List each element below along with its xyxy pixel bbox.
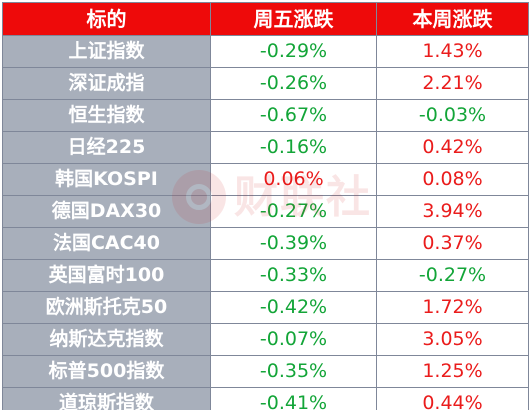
week-change: -0.03% (376, 99, 529, 132)
week-change: 1.43% (376, 35, 529, 68)
index-name: 日经225 (2, 131, 211, 164)
table-row: 恒生指数 -0.67% -0.03% (2, 99, 529, 132)
friday-change: -0.29% (210, 35, 377, 68)
header-ticker: 标的 (2, 2, 211, 36)
table-row: 英国富时100 -0.33% -0.27% (2, 259, 529, 292)
index-name: 德国DAX30 (2, 195, 211, 228)
friday-change: -0.67% (210, 99, 377, 132)
friday-change: -0.27% (210, 195, 377, 228)
friday-change: -0.41% (210, 387, 377, 410)
friday-change: -0.42% (210, 291, 377, 324)
table-row: 韩国KOSPI 0.06% 0.08% (2, 163, 529, 196)
table-body: 上证指数 -0.29% 1.43% 深证成指 -0.26% 2.21% 恒生指数… (2, 35, 529, 410)
index-name: 道琼斯指数 (2, 387, 211, 410)
week-change: 1.72% (376, 291, 529, 324)
table-row: 法国CAC40 -0.39% 0.37% (2, 227, 529, 260)
table-row: 深证成指 -0.26% 2.21% (2, 67, 529, 100)
table-row: 欧洲斯托克50 -0.42% 1.72% (2, 291, 529, 324)
header-row: 标的 周五涨跌 本周涨跌 (2, 2, 529, 36)
friday-change: -0.39% (210, 227, 377, 260)
table-row: 上证指数 -0.29% 1.43% (2, 35, 529, 68)
friday-change: -0.16% (210, 131, 377, 164)
friday-change: -0.26% (210, 67, 377, 100)
week-change: 0.44% (376, 387, 529, 410)
table-row: 德国DAX30 -0.27% 3.94% (2, 195, 529, 228)
header-friday-change: 周五涨跌 (210, 2, 377, 36)
index-name: 深证成指 (2, 67, 211, 100)
index-name: 上证指数 (2, 35, 211, 68)
week-change: -0.27% (376, 259, 529, 292)
week-change: 1.25% (376, 355, 529, 388)
week-change: 0.42% (376, 131, 529, 164)
friday-change: 0.06% (210, 163, 377, 196)
index-name: 纳斯达克指数 (2, 323, 211, 356)
week-change: 0.37% (376, 227, 529, 260)
table-row: 道琼斯指数 -0.41% 0.44% (2, 387, 529, 410)
week-change: 2.21% (376, 67, 529, 100)
friday-change: -0.07% (210, 323, 377, 356)
index-name: 欧洲斯托克50 (2, 291, 211, 324)
index-name: 韩国KOSPI (2, 163, 211, 196)
friday-change: -0.33% (210, 259, 377, 292)
index-name: 恒生指数 (2, 99, 211, 132)
table-row: 标普500指数 -0.35% 1.25% (2, 355, 529, 388)
friday-change: -0.35% (210, 355, 377, 388)
index-name: 标普500指数 (2, 355, 211, 388)
week-change: 3.05% (376, 323, 529, 356)
index-name: 法国CAC40 (2, 227, 211, 260)
table-row: 纳斯达克指数 -0.07% 3.05% (2, 323, 529, 356)
week-change: 0.08% (376, 163, 529, 196)
week-change: 3.94% (376, 195, 529, 228)
table-row: 日经225 -0.16% 0.42% (2, 131, 529, 164)
index-name: 英国富时100 (2, 259, 211, 292)
header-week-change: 本周涨跌 (376, 2, 529, 36)
